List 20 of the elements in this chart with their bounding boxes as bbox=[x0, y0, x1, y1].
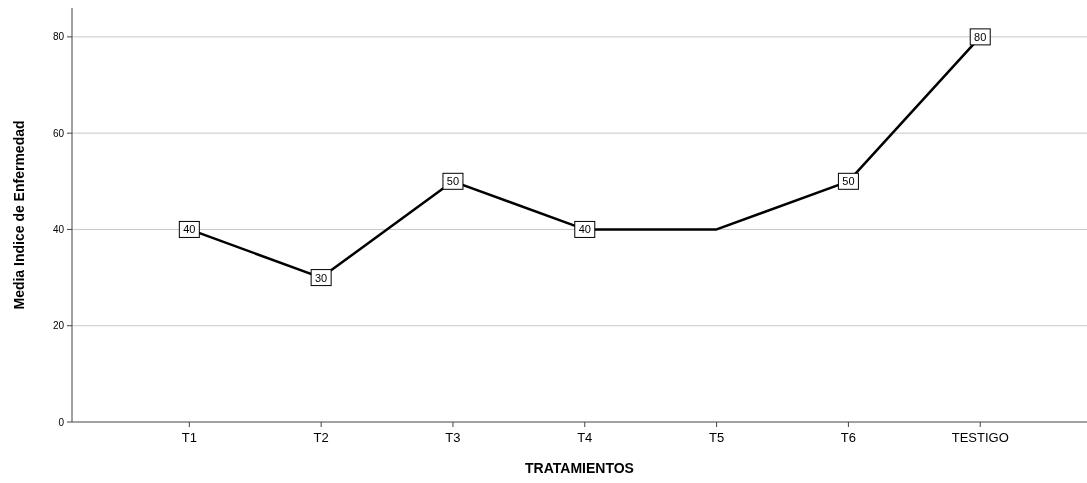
data-label: 80 bbox=[974, 30, 987, 43]
y-tick-label: 40 bbox=[52, 223, 65, 235]
data-label: 50 bbox=[446, 175, 460, 188]
y-axis-title: Media Indice de Enfermedad bbox=[11, 120, 27, 310]
x-axis-title: TRATAMIENTOS bbox=[525, 460, 634, 476]
data-label: 50 bbox=[842, 175, 855, 188]
data-label: 30 bbox=[315, 271, 328, 284]
y-tick-label: 60 bbox=[52, 127, 65, 139]
x-tick-label: T5 bbox=[709, 430, 725, 445]
y-tick-label: 20 bbox=[52, 320, 65, 332]
x-tick-label: T1 bbox=[181, 430, 197, 445]
y-tick-label: 80 bbox=[52, 31, 65, 43]
data-label: 40 bbox=[183, 223, 196, 236]
x-tick-label: T4 bbox=[577, 430, 593, 445]
x-tick-label: T3 bbox=[445, 430, 461, 445]
x-tick-label: TESTIGO bbox=[951, 430, 1009, 445]
data-label: 40 bbox=[578, 223, 591, 236]
x-tick-label: T2 bbox=[313, 430, 329, 445]
y-tick-label: 0 bbox=[58, 416, 65, 428]
x-tick-label: T6 bbox=[840, 430, 856, 445]
